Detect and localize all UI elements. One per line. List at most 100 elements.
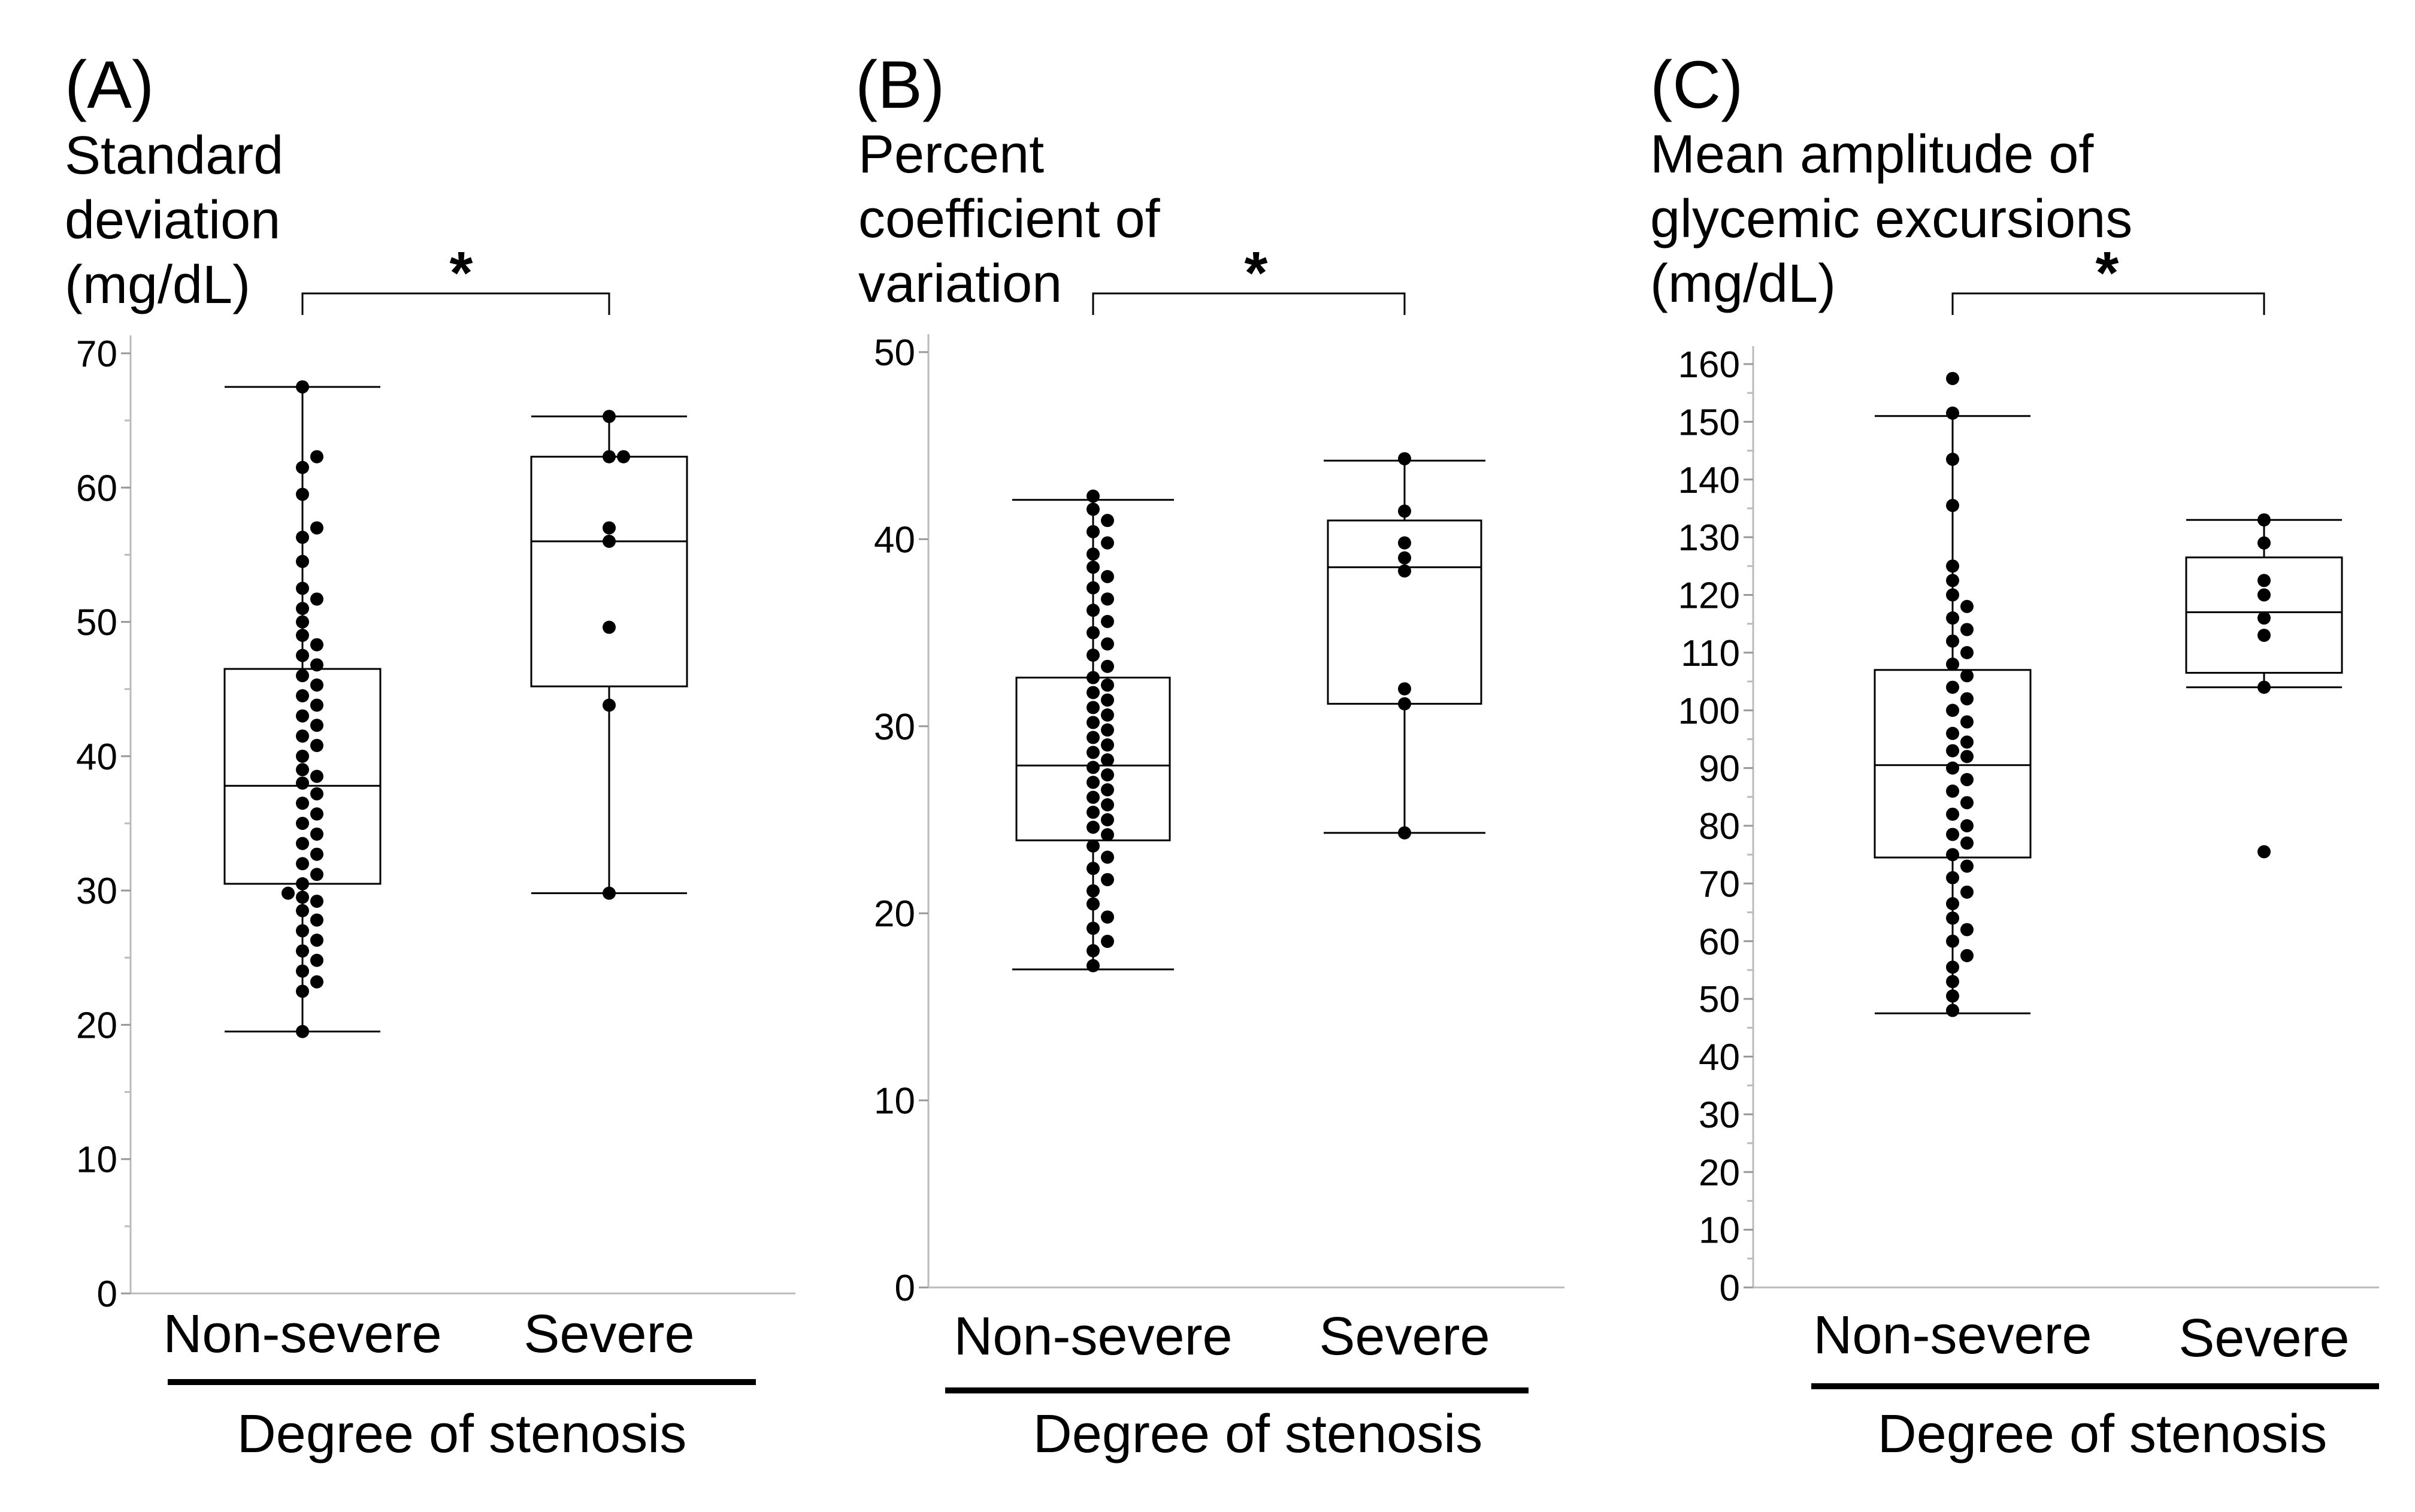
data-point [310, 895, 323, 908]
data-point [310, 868, 323, 881]
data-point [310, 975, 323, 989]
data-point [310, 913, 323, 927]
data-point [1946, 960, 1959, 974]
x-axis-title: Degree of stenosis [237, 1404, 686, 1464]
data-point [296, 890, 309, 904]
data-point [1087, 884, 1100, 898]
data-point [296, 729, 309, 743]
data-point [1946, 704, 1959, 717]
data-point [296, 796, 309, 810]
y-tick-label: 0 [97, 1274, 117, 1315]
significance-bracket [301, 292, 610, 315]
data-point [1087, 820, 1100, 834]
y-tick-label: 140 [1678, 460, 1740, 501]
data-point [1946, 744, 1959, 757]
data-point [1946, 1004, 1959, 1017]
data-point [1946, 680, 1959, 694]
data-point [1101, 738, 1114, 752]
data-point [1946, 761, 1959, 775]
data-point [1960, 735, 1974, 749]
y-tick-label: 80 [1699, 806, 1740, 847]
data-point [1087, 525, 1100, 538]
data-point [296, 487, 309, 501]
data-point [1946, 807, 1959, 821]
data-point [296, 904, 309, 917]
data-point [296, 837, 309, 850]
data-point [310, 787, 323, 801]
data-point [1101, 723, 1114, 737]
panel-letter: (A) [65, 47, 154, 122]
y-tick-label: 50 [1699, 979, 1740, 1020]
box-severe [2185, 556, 2343, 674]
data-point [1960, 669, 1974, 683]
box-severe [530, 456, 688, 687]
data-point [296, 944, 309, 958]
data-point [1101, 798, 1114, 812]
y-tick-label: 0 [1720, 1268, 1740, 1309]
data-point [1960, 923, 1974, 937]
data-point [1087, 775, 1100, 789]
y-axis-title-line-2: coefficient of [858, 189, 1161, 249]
data-point [1960, 796, 1974, 810]
data-point [310, 769, 323, 783]
category-label-severe: Severe [2178, 1308, 2349, 1368]
data-point [296, 460, 309, 474]
panel-letter: (C) [1650, 47, 1743, 122]
data-point [310, 827, 323, 841]
data-point [1087, 805, 1100, 819]
data-point [310, 738, 323, 752]
data-point [1960, 692, 1974, 705]
y-axis-title-line-1: Mean amplitude of [1650, 125, 2094, 184]
data-point [1960, 859, 1974, 873]
data-point [310, 847, 323, 861]
data-point [1101, 828, 1114, 841]
data-point [310, 521, 323, 535]
category-label-non-severe: Non-severe [954, 1307, 1232, 1366]
data-point [1087, 959, 1100, 972]
data-point [296, 964, 309, 978]
data-point [1946, 934, 1959, 948]
data-point [310, 592, 323, 606]
data-point [1946, 453, 1959, 466]
data-point [1101, 678, 1114, 692]
data-point [296, 554, 309, 568]
y-tick-label: 0 [895, 1268, 915, 1309]
data-point [1087, 862, 1100, 875]
y-axis-title-line-3: (mg/dL) [65, 255, 250, 315]
significance-bracket [1092, 292, 1406, 315]
data-point [1946, 372, 1959, 386]
significance-marker: * [2096, 240, 2119, 307]
y-tick-label: 110 [1681, 633, 1740, 674]
data-point [1960, 599, 1974, 613]
data-point [1946, 828, 1959, 841]
data-point [310, 450, 323, 463]
data-point [603, 410, 616, 423]
category-label-non-severe: Non-severe [1813, 1305, 2092, 1365]
data-point [1101, 872, 1114, 886]
data-point [296, 776, 309, 790]
data-point [296, 629, 309, 642]
y-tick-label: 70 [76, 334, 117, 375]
data-point [603, 450, 616, 463]
data-point [1087, 716, 1100, 729]
data-point [1087, 649, 1100, 662]
data-point [1101, 753, 1114, 767]
y-tick-label: 20 [76, 1005, 117, 1046]
data-point [296, 749, 309, 763]
data-point [296, 984, 309, 998]
data-point [1946, 634, 1959, 648]
y-axis-title-line-2: glycemic excursions [1650, 189, 2132, 249]
y-tick-label: 30 [76, 871, 117, 912]
data-point [1087, 944, 1100, 958]
y-tick-label: 20 [1699, 1152, 1740, 1193]
data-point [1101, 514, 1114, 528]
data-point [296, 1025, 309, 1038]
y-tick-label: 10 [1699, 1210, 1740, 1252]
data-point [296, 531, 309, 544]
data-point [1946, 657, 1959, 671]
y-tick-label: 40 [874, 519, 915, 560]
data-point [1087, 560, 1100, 574]
data-point [1398, 826, 1411, 840]
data-point [1101, 708, 1114, 722]
data-point [1101, 592, 1114, 606]
